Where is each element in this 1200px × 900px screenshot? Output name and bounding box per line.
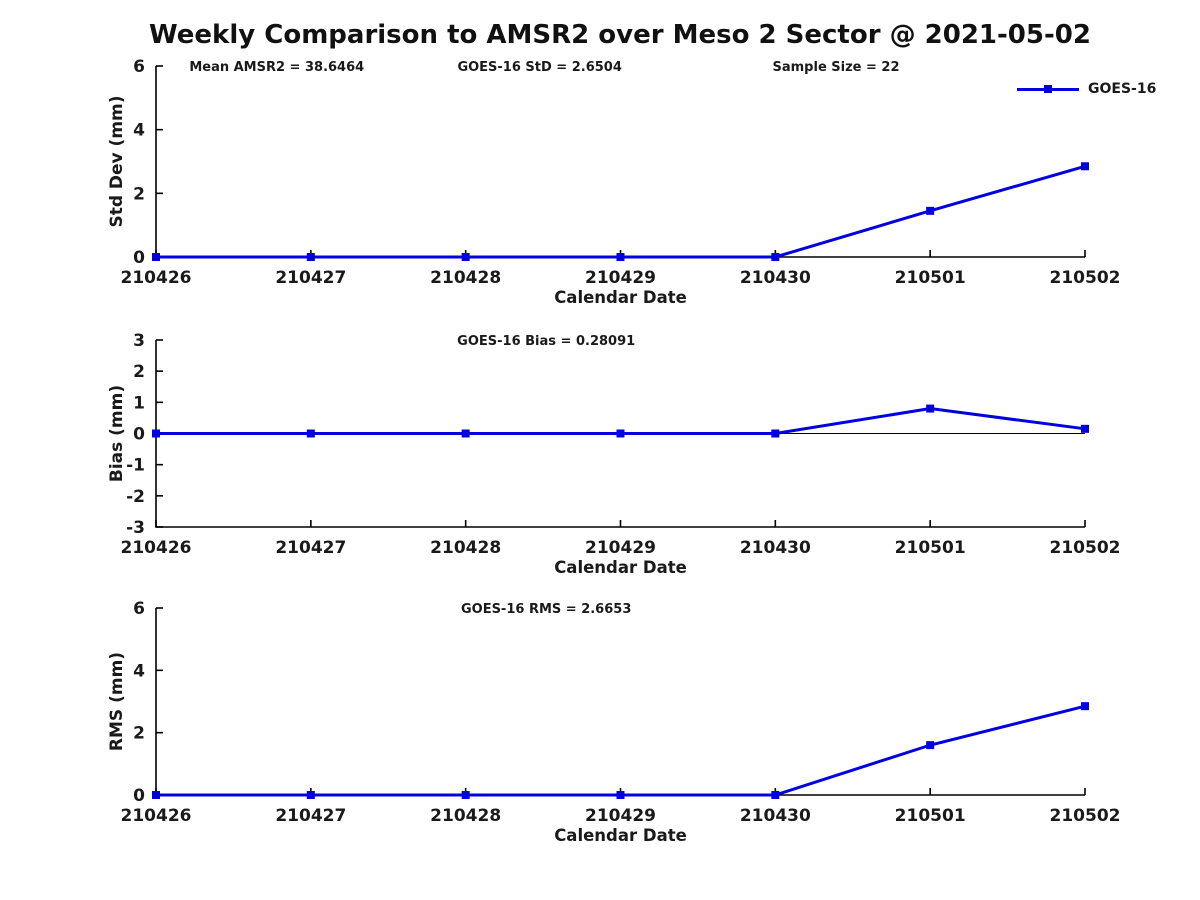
data-point-marker [152, 253, 160, 261]
legend-square-marker-icon [1044, 85, 1052, 93]
x-tick-label: 210430 [740, 268, 811, 288]
x-tick-label: 210429 [585, 268, 656, 288]
data-point-marker [926, 741, 935, 750]
y-tick-label: -2 [126, 487, 145, 507]
x-tick-label: 210501 [895, 268, 966, 288]
y-axis-label: Std Dev (mm) [107, 95, 127, 227]
data-point-marker [306, 791, 315, 799]
data-line-GOES-16 [156, 704, 1086, 797]
data-point-marker [771, 253, 780, 261]
data-point-marker [1081, 424, 1089, 433]
y-tick-label: -1 [126, 456, 145, 476]
x-tick-label: 210430 [740, 806, 811, 826]
x-tick-label: 210502 [1050, 538, 1121, 558]
data-point-marker [616, 253, 625, 261]
annotation-text: Sample Size = 22 [773, 60, 900, 75]
y-tick-label: 6 [133, 599, 145, 619]
x-tick-label: 210429 [585, 806, 656, 826]
data-point-marker [461, 429, 470, 438]
x-tick-label: 210501 [895, 538, 966, 558]
annotation-text: GOES-16 StD = 2.6504 [457, 60, 621, 75]
y-tick-label: 4 [133, 121, 145, 141]
y-tick-label: 6 [133, 57, 145, 77]
x-tick-label: 210429 [585, 538, 656, 558]
data-point-marker [306, 429, 315, 438]
data-point-marker [1081, 702, 1089, 711]
y-tick-label: 2 [133, 184, 145, 204]
y-tick-label: 0 [133, 248, 145, 268]
x-tick-label: 210428 [430, 268, 501, 288]
data-point-marker [771, 791, 780, 799]
data-point-marker [306, 253, 315, 261]
data-line-GOES-16 [156, 164, 1086, 259]
data-point-marker [926, 206, 935, 215]
y-tick-label: 0 [133, 786, 145, 806]
data-point-marker [926, 404, 935, 413]
data-point-marker [461, 253, 470, 261]
data-point-marker [152, 791, 160, 799]
subplot-bias: -3 -2 -1 0 1 2 3 210426 210427 210428 210429 210430… [107, 331, 1120, 577]
y-tick-label: 0 [133, 425, 145, 445]
y-axis-label: Bias (mm) [107, 385, 127, 482]
y-tick-label: -3 [126, 518, 145, 538]
annotation-text: Mean AMSR2 = 38.6464 [189, 60, 364, 75]
x-tick-label: 210501 [895, 806, 966, 826]
x-tick-label: 210427 [275, 538, 346, 558]
data-point-marker [1081, 162, 1089, 171]
y-tick-label: 1 [133, 393, 145, 413]
x-axis-label: Calendar Date [554, 826, 687, 845]
subplot-rms: 0 2 4 6 210426 210427 210428 210429 210430 210501… [107, 599, 1120, 845]
data-point-marker [152, 429, 160, 438]
x-tick-label: 210427 [275, 268, 346, 288]
subplot-std-dev: 0 2 4 6 210426 210427 210428 210429 210430 210501… [107, 57, 1120, 307]
x-tick-label: 210502 [1050, 806, 1121, 826]
x-tick-label: 210430 [740, 538, 811, 558]
x-tick-label: 210428 [430, 538, 501, 558]
data-point-marker [771, 429, 780, 438]
x-axis-label: Calendar Date [554, 558, 687, 577]
data-point-marker [616, 429, 625, 438]
x-tick-label: 210427 [275, 806, 346, 826]
y-tick-label: 2 [133, 362, 145, 382]
y-tick-label: 3 [133, 331, 145, 351]
annotation-text: GOES-16 RMS = 2.6653 [461, 602, 631, 617]
annotation-text: GOES-16 Bias = 0.28091 [457, 334, 635, 349]
x-tick-label: 210426 [121, 268, 192, 288]
legend-label: GOES-16 [1088, 81, 1157, 97]
y-axis-label: RMS (mm) [107, 652, 127, 751]
x-tick-label: 210426 [121, 538, 192, 558]
x-tick-label: 210426 [121, 806, 192, 826]
x-axis-label: Calendar Date [554, 288, 687, 307]
y-tick-label: 2 [133, 724, 145, 744]
data-point-marker [461, 791, 470, 799]
y-tick-label: 4 [133, 661, 145, 681]
legend-line-sample [1017, 85, 1079, 93]
figure-title: Weekly Comparison to AMSR2 over Meso 2 S… [149, 20, 1091, 50]
legend: GOES-16 [1017, 81, 1156, 97]
x-tick-label: 210502 [1050, 268, 1121, 288]
x-tick-label: 210428 [430, 806, 501, 826]
data-point-marker [616, 791, 625, 799]
